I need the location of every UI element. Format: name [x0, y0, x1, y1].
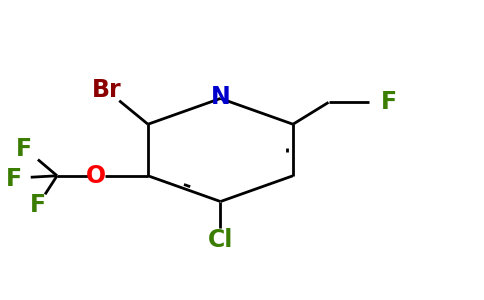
- Text: F: F: [30, 193, 46, 217]
- Text: F: F: [6, 167, 22, 191]
- Text: Br: Br: [91, 78, 121, 102]
- Text: Cl: Cl: [208, 228, 233, 252]
- Text: O: O: [86, 164, 106, 188]
- Text: N: N: [211, 85, 230, 109]
- Text: F: F: [381, 90, 397, 114]
- Text: F: F: [15, 137, 31, 161]
